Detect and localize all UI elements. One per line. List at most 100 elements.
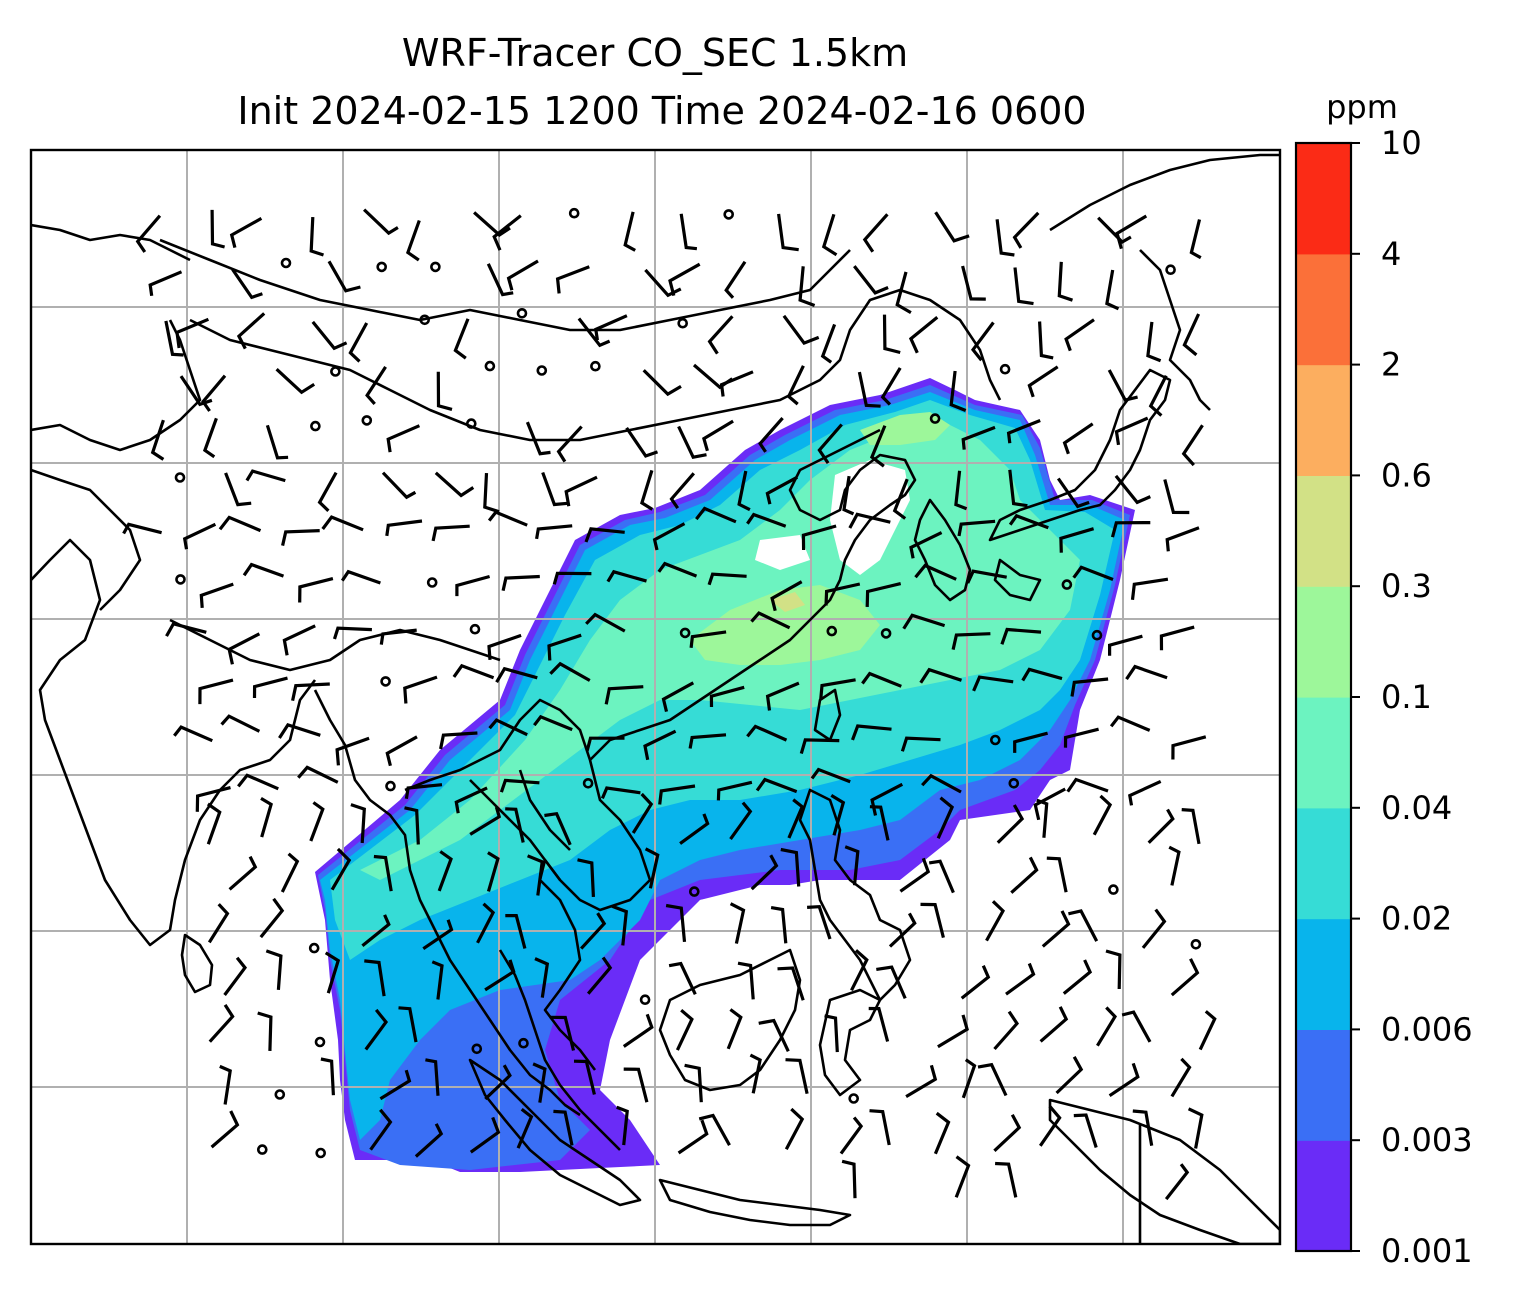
coastline-japan: [988, 368, 1172, 542]
wind-barb: [920, 902, 945, 938]
wind-barb: [275, 368, 316, 395]
wind-barb: [820, 323, 837, 364]
coastline-china: [589, 428, 917, 761]
wind-barb: [535, 524, 573, 540]
wind-barb: [921, 773, 962, 794]
wind-barb: [332, 626, 372, 640]
wind-barb: [564, 475, 598, 507]
wind-barb: [957, 519, 996, 537]
wind-barb: [782, 314, 820, 346]
wind-barb: [1181, 808, 1201, 845]
wind-barb: [996, 804, 1025, 844]
wind-barb: [505, 914, 527, 949]
coastline-sri-lanka: [180, 933, 214, 994]
wind-barb: [1165, 526, 1200, 552]
wind-barb: [150, 419, 165, 461]
wind-barb: [1108, 1062, 1140, 1098]
wind-barb: [1056, 477, 1090, 509]
wind-barb: [350, 803, 366, 844]
wind-barb: [1146, 321, 1162, 363]
wind-barbs: [122, 207, 1217, 1201]
wind-barb: [164, 320, 184, 357]
wind-barb: [909, 531, 943, 559]
wind-barb: [679, 213, 698, 251]
calm-wind-marker: [376, 261, 388, 273]
wind-barb: [719, 370, 754, 397]
wind-barb: [1064, 318, 1095, 352]
wind-barb: [495, 666, 538, 684]
wind-barb: [484, 959, 516, 992]
colorbar-band: [1296, 586, 1351, 698]
wind-barb: [675, 1008, 694, 1051]
wind-barb: [865, 582, 902, 607]
calm-wind-marker: [590, 360, 601, 372]
wind-barb: [698, 1113, 731, 1146]
wind-barb: [961, 265, 986, 301]
wind-barb: [1141, 908, 1167, 949]
calm-wind-marker: [430, 261, 441, 273]
coastline-malay-peninsula: [498, 949, 621, 1151]
wind-barb: [229, 217, 263, 248]
wind-barb: [173, 725, 213, 743]
wind-barb: [1168, 845, 1181, 886]
wind-barb: [361, 914, 391, 948]
wind-barb: [961, 1058, 977, 1099]
calm-wind-marker: [426, 577, 438, 588]
wind-barb: [373, 854, 393, 892]
coastline-philippines: [798, 788, 912, 1002]
wind-barb: [755, 777, 798, 794]
wind-barb: [280, 852, 300, 893]
wind-barb: [516, 1107, 534, 1149]
wind-barb: [1148, 374, 1168, 417]
colorbar-tick-label: 0.001: [1381, 1232, 1473, 1270]
tracer-region-0.3: [770, 592, 805, 612]
wind-barb: [954, 470, 968, 511]
wind-barb: [385, 519, 423, 537]
tracer-region-0.1-north: [860, 412, 950, 445]
coastline-bay-of-bengal-east: [313, 689, 581, 1117]
coastlines: [31, 153, 1280, 1244]
wind-barb: [702, 419, 734, 452]
wind-barb: [469, 1116, 501, 1154]
wind-barb: [398, 1006, 418, 1043]
wind-barb: [585, 736, 625, 752]
wind-barb: [758, 417, 784, 453]
calm-wind-marker: [688, 886, 700, 897]
border-central-asia: [31, 319, 202, 452]
wind-barb: [1006, 419, 1041, 444]
wind-barb: [642, 369, 682, 397]
coastline-japan-south: [993, 558, 1042, 602]
wind-barb: [541, 471, 570, 507]
wind-barb: [436, 371, 453, 411]
wind-barb: [622, 1013, 654, 1048]
wind-barb: [1170, 958, 1200, 997]
wind-barb: [1110, 521, 1151, 538]
wind-barb: [195, 786, 231, 812]
wind-barb: [198, 678, 234, 705]
wind-barb: [960, 965, 991, 1000]
wind-barb: [533, 714, 573, 732]
coastline-taiwan: [813, 688, 842, 742]
wind-barb: [709, 685, 745, 708]
wind-barb: [379, 1069, 412, 1101]
wind-barb: [1068, 909, 1099, 942]
wind-barb: [869, 1109, 891, 1146]
wind-barb: [348, 322, 369, 363]
wind-barb: [625, 427, 659, 458]
wind-barb: [665, 903, 687, 943]
calm-wind-marker: [314, 1036, 326, 1048]
wind-barb: [486, 851, 500, 892]
wind-barb: [900, 736, 941, 752]
wind-barb: [549, 661, 591, 682]
wind-barb: [534, 957, 550, 998]
wind-barb: [1010, 856, 1039, 894]
wind-barb: [260, 797, 273, 838]
wind-barb: [573, 1059, 596, 1095]
wind-barb: [488, 718, 528, 737]
wind-barb: [259, 897, 285, 939]
wind-barb: [908, 315, 939, 354]
wind-barb: [1057, 261, 1074, 302]
wind-barb: [1109, 715, 1151, 732]
wind-barb: [487, 633, 522, 661]
wind-barb: [750, 854, 779, 891]
